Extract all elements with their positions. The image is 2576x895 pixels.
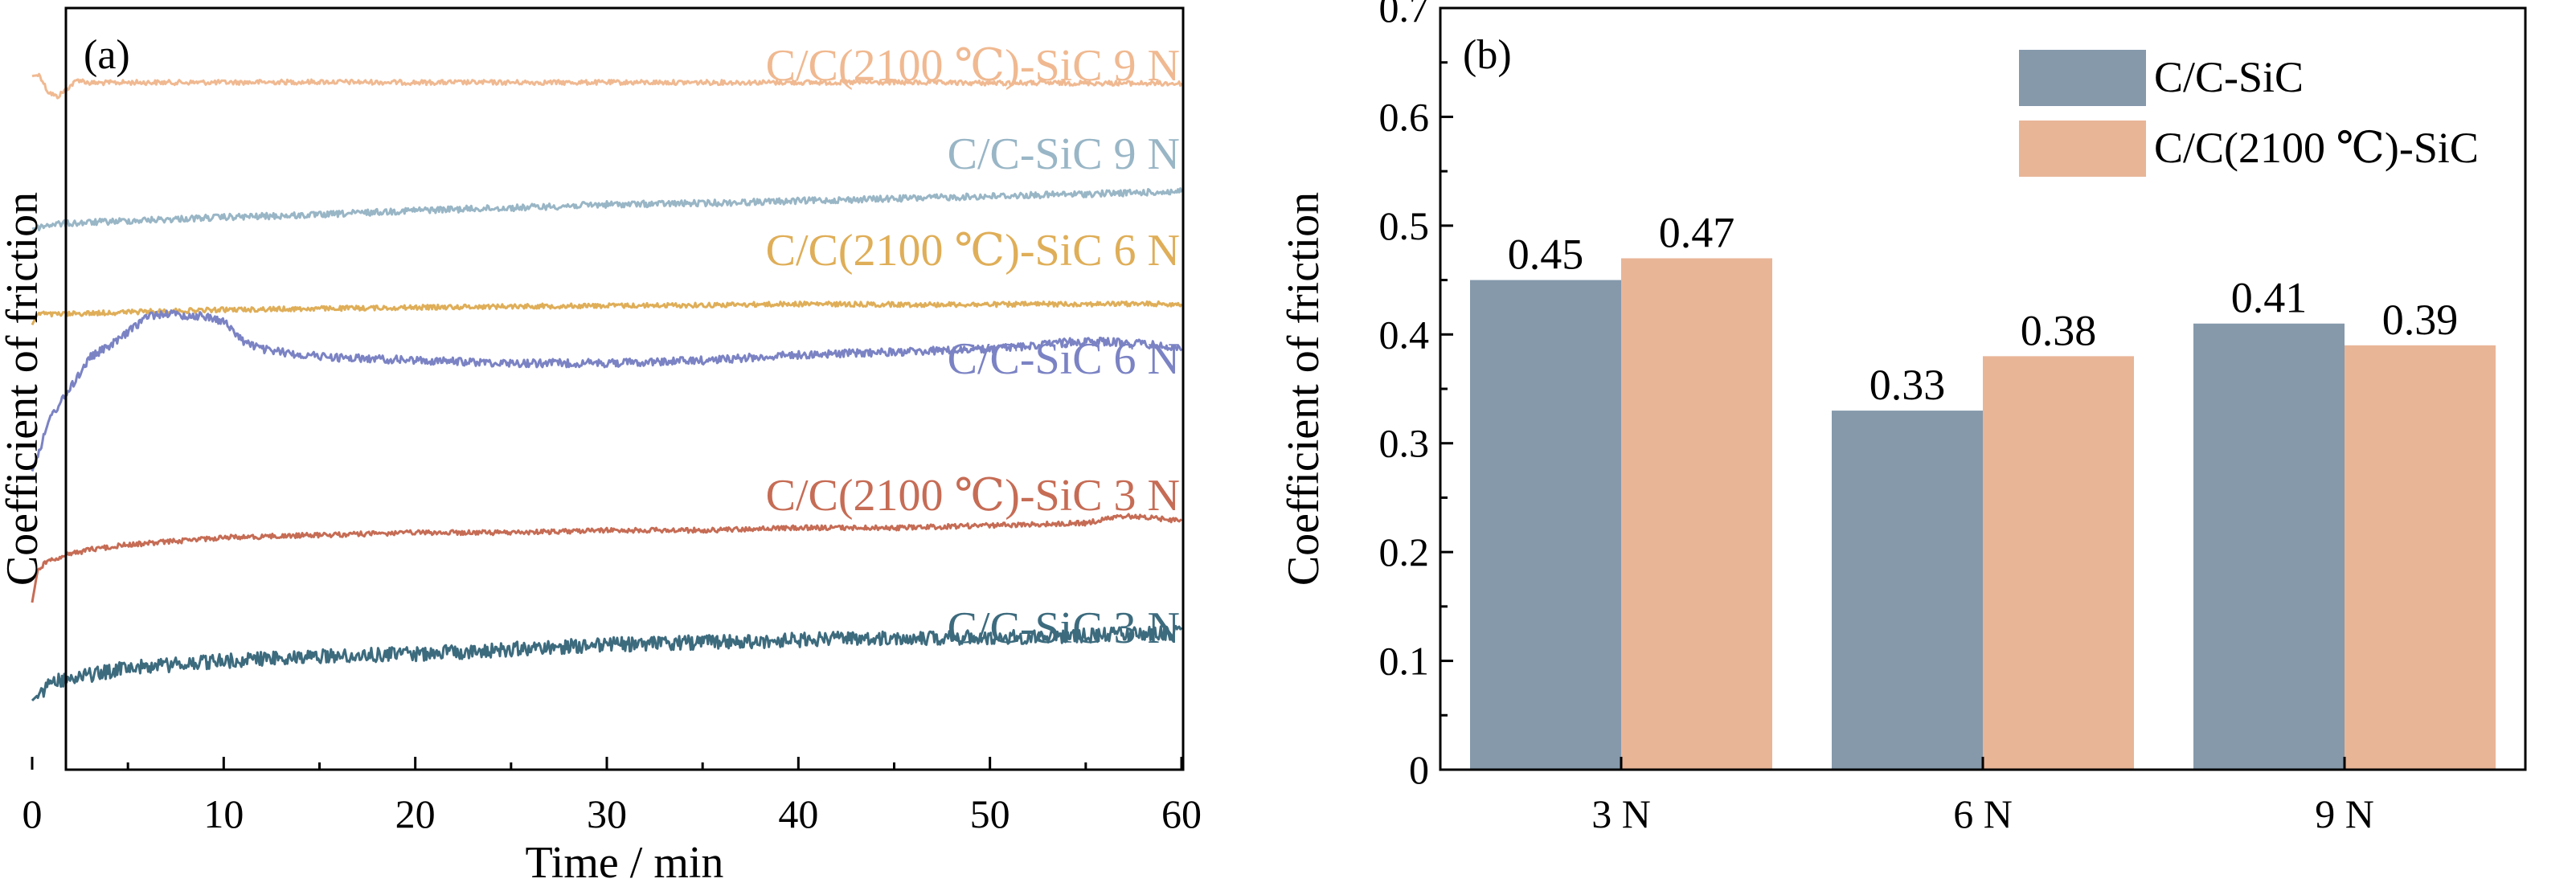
x-tick-label: 6 N (1953, 791, 2013, 836)
series-label: C/C(2100 ℃)-SiC 3 N (766, 471, 1180, 521)
panel-a-series-lines (31, 72, 1183, 702)
series-label: C/C-SiC 6 N (948, 334, 1180, 384)
series-line (31, 187, 1183, 231)
panel-b-legend: C/C-SiC C/C(2100 ℃)-SiC (2019, 50, 2479, 177)
bar (1621, 258, 1772, 770)
bar (1832, 411, 1983, 770)
panel-b-x-ticks: 3 N 6 N 9 N (1591, 757, 2374, 836)
legend-swatch (2019, 121, 2146, 177)
bar-value-label: 0.47 (1659, 208, 1735, 256)
panel-a-x-ticks: 0 10 20 30 40 50 60 (23, 757, 1202, 836)
legend-swatch (2019, 50, 2146, 106)
x-tick-label: 20 (395, 791, 436, 836)
panel-b-y-axis-title: Coefficient of friction (1279, 192, 1329, 586)
panel-a-label: (a) (84, 32, 130, 78)
x-tick-label: 9 N (2315, 791, 2374, 836)
series-line (31, 72, 1183, 100)
y-tick-label: 0.3 (1379, 421, 1430, 466)
panel-a-series-labels: C/C(2100 ℃)-SiC 9 N C/C-SiC 9 N C/C(2100 ℃… (766, 41, 1180, 653)
x-tick-label: 0 (23, 791, 43, 836)
panel-a-frame (64, 6, 1185, 771)
panel-a-x-axis-title: Time / min (526, 838, 724, 888)
panel-a-line-chart: C/C(2100 ℃)-SiC 9 N C/C-SiC 9 N C/C(2100 ℃… (0, 6, 1202, 888)
y-tick-label: 0.7 (1379, 0, 1430, 31)
y-tick-label: 0.5 (1379, 203, 1430, 248)
y-tick-label: 0.1 (1379, 639, 1430, 684)
y-tick-label: 0.6 (1379, 94, 1430, 139)
bar-value-label: 0.45 (1508, 231, 1584, 279)
series-label: C/C(2100 ℃)-SiC 9 N (766, 41, 1180, 91)
y-tick-label: 0.2 (1379, 529, 1430, 574)
bar (2193, 323, 2345, 770)
x-tick-label: 50 (970, 791, 1010, 836)
panel-a-y-axis-title: Coefficient of friction (0, 192, 47, 586)
bar (2345, 345, 2496, 770)
bar-value-label: 0.33 (1870, 361, 1946, 409)
y-tick-label: 0 (1409, 747, 1429, 792)
bar (1470, 280, 1621, 770)
bar-value-label: 0.41 (2231, 274, 2308, 322)
y-tick-label: 0.4 (1379, 312, 1430, 357)
x-tick-label: 30 (587, 791, 627, 836)
bar-value-label: 0.38 (2021, 306, 2097, 354)
series-line (31, 624, 1183, 702)
legend-entry: C/C-SiC (2154, 53, 2304, 101)
series-line (31, 513, 1182, 603)
x-tick-label: 10 (203, 791, 244, 836)
panel-b-bar-chart: 0.45 0.47 0.33 0.38 0.41 0.39 0 0.1 0.2 0.3 0.4 0.… (1279, 0, 2527, 836)
x-tick-label: 60 (1161, 791, 1202, 836)
legend-entry: C/C(2100 ℃)-SiC (2154, 124, 2479, 172)
panel-b-label: (b) (1463, 32, 1512, 78)
panel-b-y-ticks: 0 0.1 0.2 0.3 0.4 0.5 0.6 0.7 (1379, 0, 1453, 792)
bar (1983, 356, 2134, 770)
panel-b-value-labels: 0.45 0.47 0.33 0.38 0.41 0.39 (1508, 208, 2459, 409)
x-tick-label: 40 (778, 791, 818, 836)
series-label: C/C-SiC 9 N (948, 129, 1180, 179)
series-line (31, 300, 1183, 326)
series-label: C/C(2100 ℃)-SiC 6 N (766, 226, 1180, 276)
x-tick-label: 3 N (1591, 791, 1651, 836)
panel-b-bars (1470, 258, 2496, 770)
series-line (31, 309, 1183, 472)
series-label: C/C-SiC 3 N (948, 603, 1180, 653)
bar-value-label: 0.39 (2382, 296, 2459, 344)
